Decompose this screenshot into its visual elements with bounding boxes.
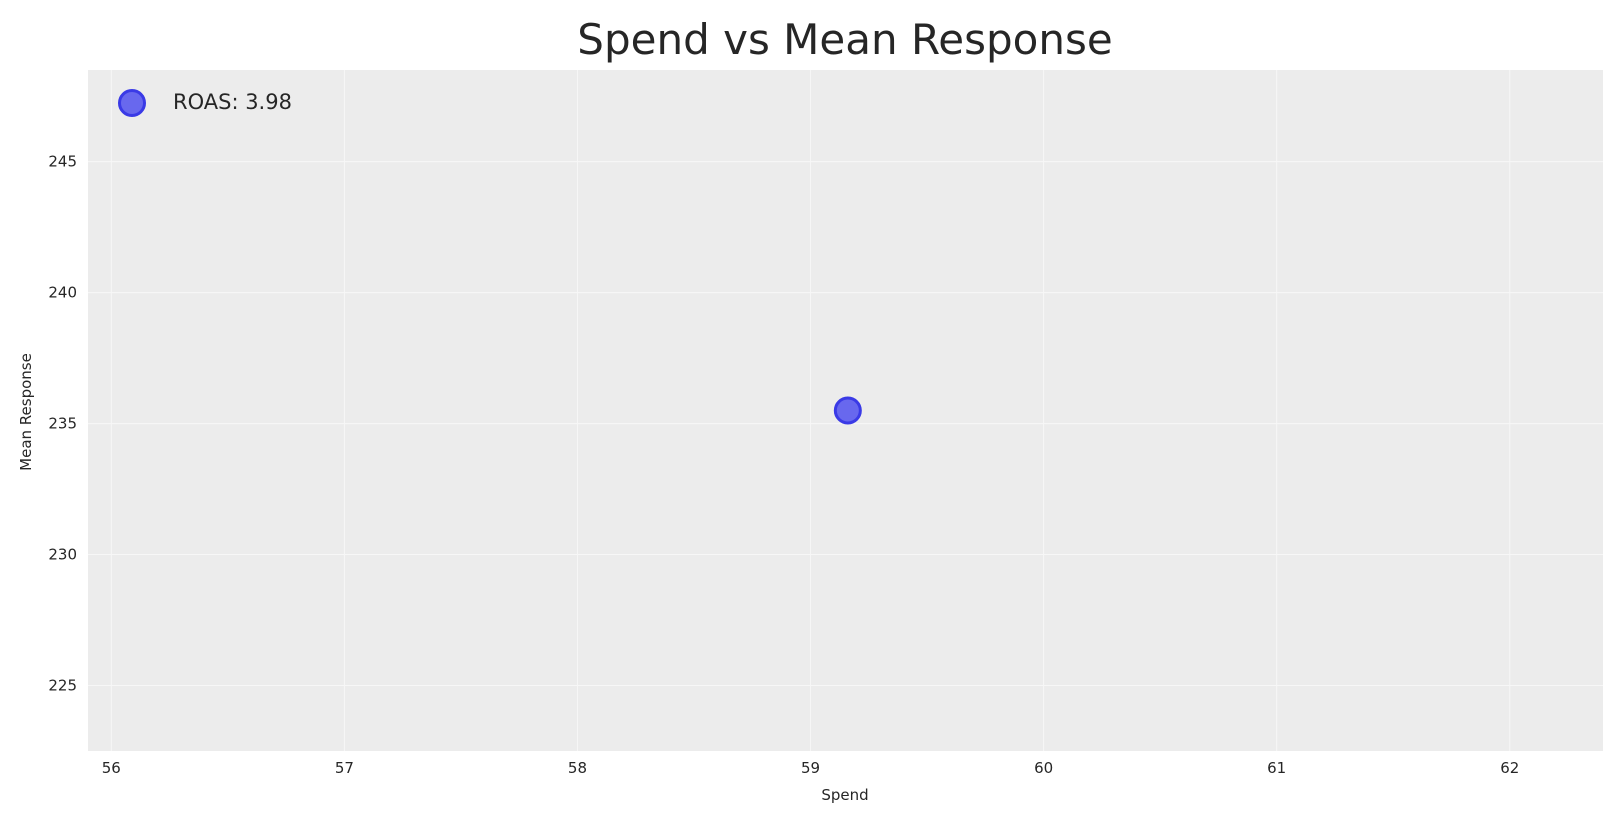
x-tick-label: 58 <box>568 759 587 777</box>
data-points <box>833 396 862 425</box>
scatter-point <box>833 396 862 425</box>
x-tick-label: 60 <box>1034 759 1053 777</box>
x-tick-label: 57 <box>335 759 354 777</box>
x-tick-label: 59 <box>801 759 820 777</box>
legend-marker <box>118 89 146 117</box>
legend: ROAS: 3.98 <box>118 89 292 117</box>
y-axis-ticks: 225 230 235 240 245 <box>48 153 77 695</box>
x-tick-label: 61 <box>1267 759 1286 777</box>
chart-title: Spend vs Mean Response <box>577 15 1112 64</box>
x-axis-label: Spend <box>821 786 868 804</box>
y-tick-label: 230 <box>48 546 77 564</box>
x-axis-ticks: 56 57 58 59 60 61 62 <box>102 759 1520 777</box>
y-tick-label: 225 <box>48 677 77 695</box>
y-tick-label: 235 <box>48 415 77 433</box>
x-tick-label: 62 <box>1500 759 1519 777</box>
legend-label: ROAS: 3.98 <box>173 90 292 114</box>
y-axis-label: Mean Response <box>17 353 35 471</box>
x-tick-label: 56 <box>102 759 121 777</box>
y-tick-label: 245 <box>48 153 77 171</box>
y-tick-label: 240 <box>48 284 77 302</box>
